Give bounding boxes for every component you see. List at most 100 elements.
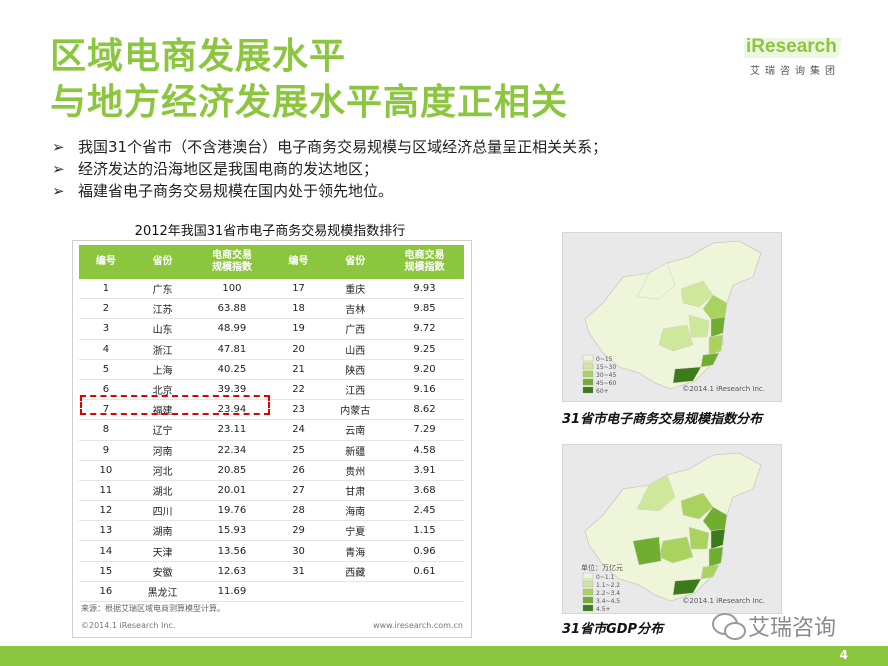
table-cell: 浙江 — [132, 339, 193, 360]
table-cell: 辽宁 — [132, 419, 193, 441]
table-cell: 宁夏 — [325, 520, 385, 542]
table-header-cell: 编号 — [271, 245, 326, 279]
table-cell: 63.88 — [192, 298, 272, 320]
map2-copyright: ©2014.1 iResearch Inc. — [682, 597, 765, 605]
table-cell: 7 — [79, 399, 133, 421]
table-cell: 湖南 — [132, 520, 193, 542]
legend-swatch — [582, 386, 594, 394]
table-cell: 上海 — [132, 359, 193, 380]
table-cell: 8.62 — [384, 399, 464, 421]
table-cell: 江西 — [325, 379, 385, 401]
table-cell: 5 — [79, 359, 133, 380]
legend-label: 60+ — [596, 388, 609, 395]
table-cell: 47.81 — [192, 339, 272, 360]
table-row: 13 湖南 15.93 29 宁夏 1.15 — [79, 520, 464, 542]
table-cell: 0.61 — [384, 561, 464, 582]
table-row: 3 山东 48.99 19 广西 9.72 — [79, 318, 464, 340]
legend-label: 4.5+ — [596, 606, 611, 613]
table-cell: 19.76 — [192, 500, 272, 522]
ecommerce-index-map: 0~15 15~30 30~45 45~60 60+ ©2014.1 iResearch… — [562, 232, 782, 402]
table-row: 4 浙江 47.81 20 山西 9.25 — [79, 339, 464, 360]
table-cell: 6 — [79, 379, 133, 401]
table-cell: 20.85 — [192, 460, 272, 481]
table-row: 7 福建 23.94 23 内蒙古 8.62 — [79, 399, 464, 421]
table-row: 12 四川 19.76 28 海南 2.45 — [79, 500, 464, 522]
table-cell: 18 — [271, 298, 326, 320]
table-cell: 31 — [271, 561, 326, 582]
table-cell: 内蒙古 — [325, 399, 385, 421]
table-cell: 13 — [79, 520, 133, 542]
legend-swatch — [582, 596, 594, 604]
table-row: 11 湖北 20.01 27 甘肃 3.68 — [79, 480, 464, 502]
legend-swatch — [582, 588, 594, 596]
table-cell: 9.85 — [384, 298, 464, 320]
arrow-bullet-icon: ➢ — [52, 138, 65, 156]
bullet-text: 经济发达的沿海地区是我国电商的发达地区； — [78, 160, 379, 178]
table-cell: 9.93 — [384, 279, 464, 300]
table-cell: 16 — [79, 581, 133, 603]
table-cell: 11 — [79, 480, 133, 502]
map2-legend: 0~1.11.1~2.22.2~3.43.4~4.54.5+ — [582, 572, 620, 613]
wechat-icon — [712, 613, 746, 640]
table-cell: 西藏 — [325, 561, 385, 582]
table-cell: 25 — [271, 440, 326, 461]
table-header-cell: 省份 — [132, 245, 193, 279]
table-url: www.iresearch.com.cn — [373, 621, 463, 630]
table-copyright: ©2014.1 iResearch Inc. — [81, 621, 176, 630]
table-cell: 云南 — [325, 419, 385, 441]
table-cell: 山西 — [325, 339, 385, 360]
bullet-text: 我国31个省市（不含港澳台）电子商务交易规模与区域经济总量呈正相关关系； — [78, 138, 608, 156]
table-row: 14 天津 13.56 30 青海 0.96 — [79, 540, 464, 562]
table-cell — [384, 581, 464, 603]
table-row: 9 河南 22.34 25 新疆 4.58 — [79, 440, 464, 461]
table-cell: 四川 — [132, 500, 193, 522]
table-cell — [325, 581, 385, 603]
legend-label: 0~15 — [596, 356, 613, 363]
table-row: 5 上海 40.25 21 陕西 9.20 — [79, 359, 464, 380]
bullet-item: ➢ 经济发达的沿海地区是我国电商的发达地区； — [52, 158, 607, 180]
table-cell: 19 — [271, 318, 326, 340]
arrow-bullet-icon: ➢ — [52, 160, 65, 178]
bullet-text: 福建省电子商务交易规模在国内处于领先地位。 — [78, 182, 394, 200]
table-cell: 23.11 — [192, 419, 272, 441]
wechat-watermark: 艾瑞咨询 — [712, 608, 872, 644]
legend-swatch — [582, 580, 594, 588]
table-cell: 26 — [271, 460, 326, 481]
page-title-line1: 区域电商发展水平 — [50, 36, 347, 77]
table-cell: 14 — [79, 540, 133, 562]
legend-label: 45~60 — [596, 380, 616, 387]
table-cell: 3.68 — [384, 480, 464, 502]
china-map-2: 0~1.11.1~2.22.2~3.43.4~4.54.5+ — [582, 452, 762, 613]
map1-copyright: ©2014.1 iResearch Inc. — [682, 385, 765, 393]
footer-bar — [0, 646, 888, 666]
table-cell: 11.69 — [192, 581, 272, 603]
table-cell: 22.34 — [192, 440, 272, 461]
table-cell: 9.16 — [384, 379, 464, 401]
ranking-table-panel: 编号 省份 电商交易 规模指数 编号 省份 电商交易 规模指数 1 广东 100 17 重庆 9.9… — [72, 240, 472, 638]
table-title: 2012年我国31省市电子商务交易规模指数排行 — [134, 224, 406, 239]
map2-caption: 31省市GDP分布 — [562, 622, 664, 637]
table-cell: 新疆 — [325, 440, 385, 461]
table-cell: 12.63 — [192, 561, 272, 582]
table-cell: 40.25 — [192, 359, 272, 380]
table-cell: 8 — [79, 419, 133, 441]
table-row: 8 辽宁 23.11 24 云南 7.29 — [79, 419, 464, 441]
table-cell: 北京 — [132, 379, 193, 401]
table-cell: 福建 — [132, 399, 193, 421]
table-source-note: 来源：根据艾瑞区域电商测算模型计算。 — [81, 604, 225, 613]
table-cell: 陕西 — [325, 359, 385, 380]
table-cell: 28 — [271, 500, 326, 522]
table-header-cell: 电商交易 规模指数 — [192, 245, 272, 279]
table-cell: 7.29 — [384, 419, 464, 441]
table-row: 1 广东 100 17 重庆 9.93 — [79, 279, 464, 300]
table-row: 6 北京 39.39 22 江西 9.16 — [79, 379, 464, 401]
table-row: 15 安徽 12.63 31 西藏 0.61 — [79, 561, 464, 582]
logo-subtitle: 艾瑞咨询集团 — [750, 66, 840, 77]
table-cell: 12 — [79, 500, 133, 522]
table-cell: 黑龙江 — [132, 581, 193, 603]
table-cell: 48.99 — [192, 318, 272, 340]
table-cell: 4 — [79, 339, 133, 360]
legend-swatch — [582, 354, 594, 362]
table-cell: 重庆 — [325, 279, 385, 300]
fujian-highlight-box — [80, 395, 270, 415]
